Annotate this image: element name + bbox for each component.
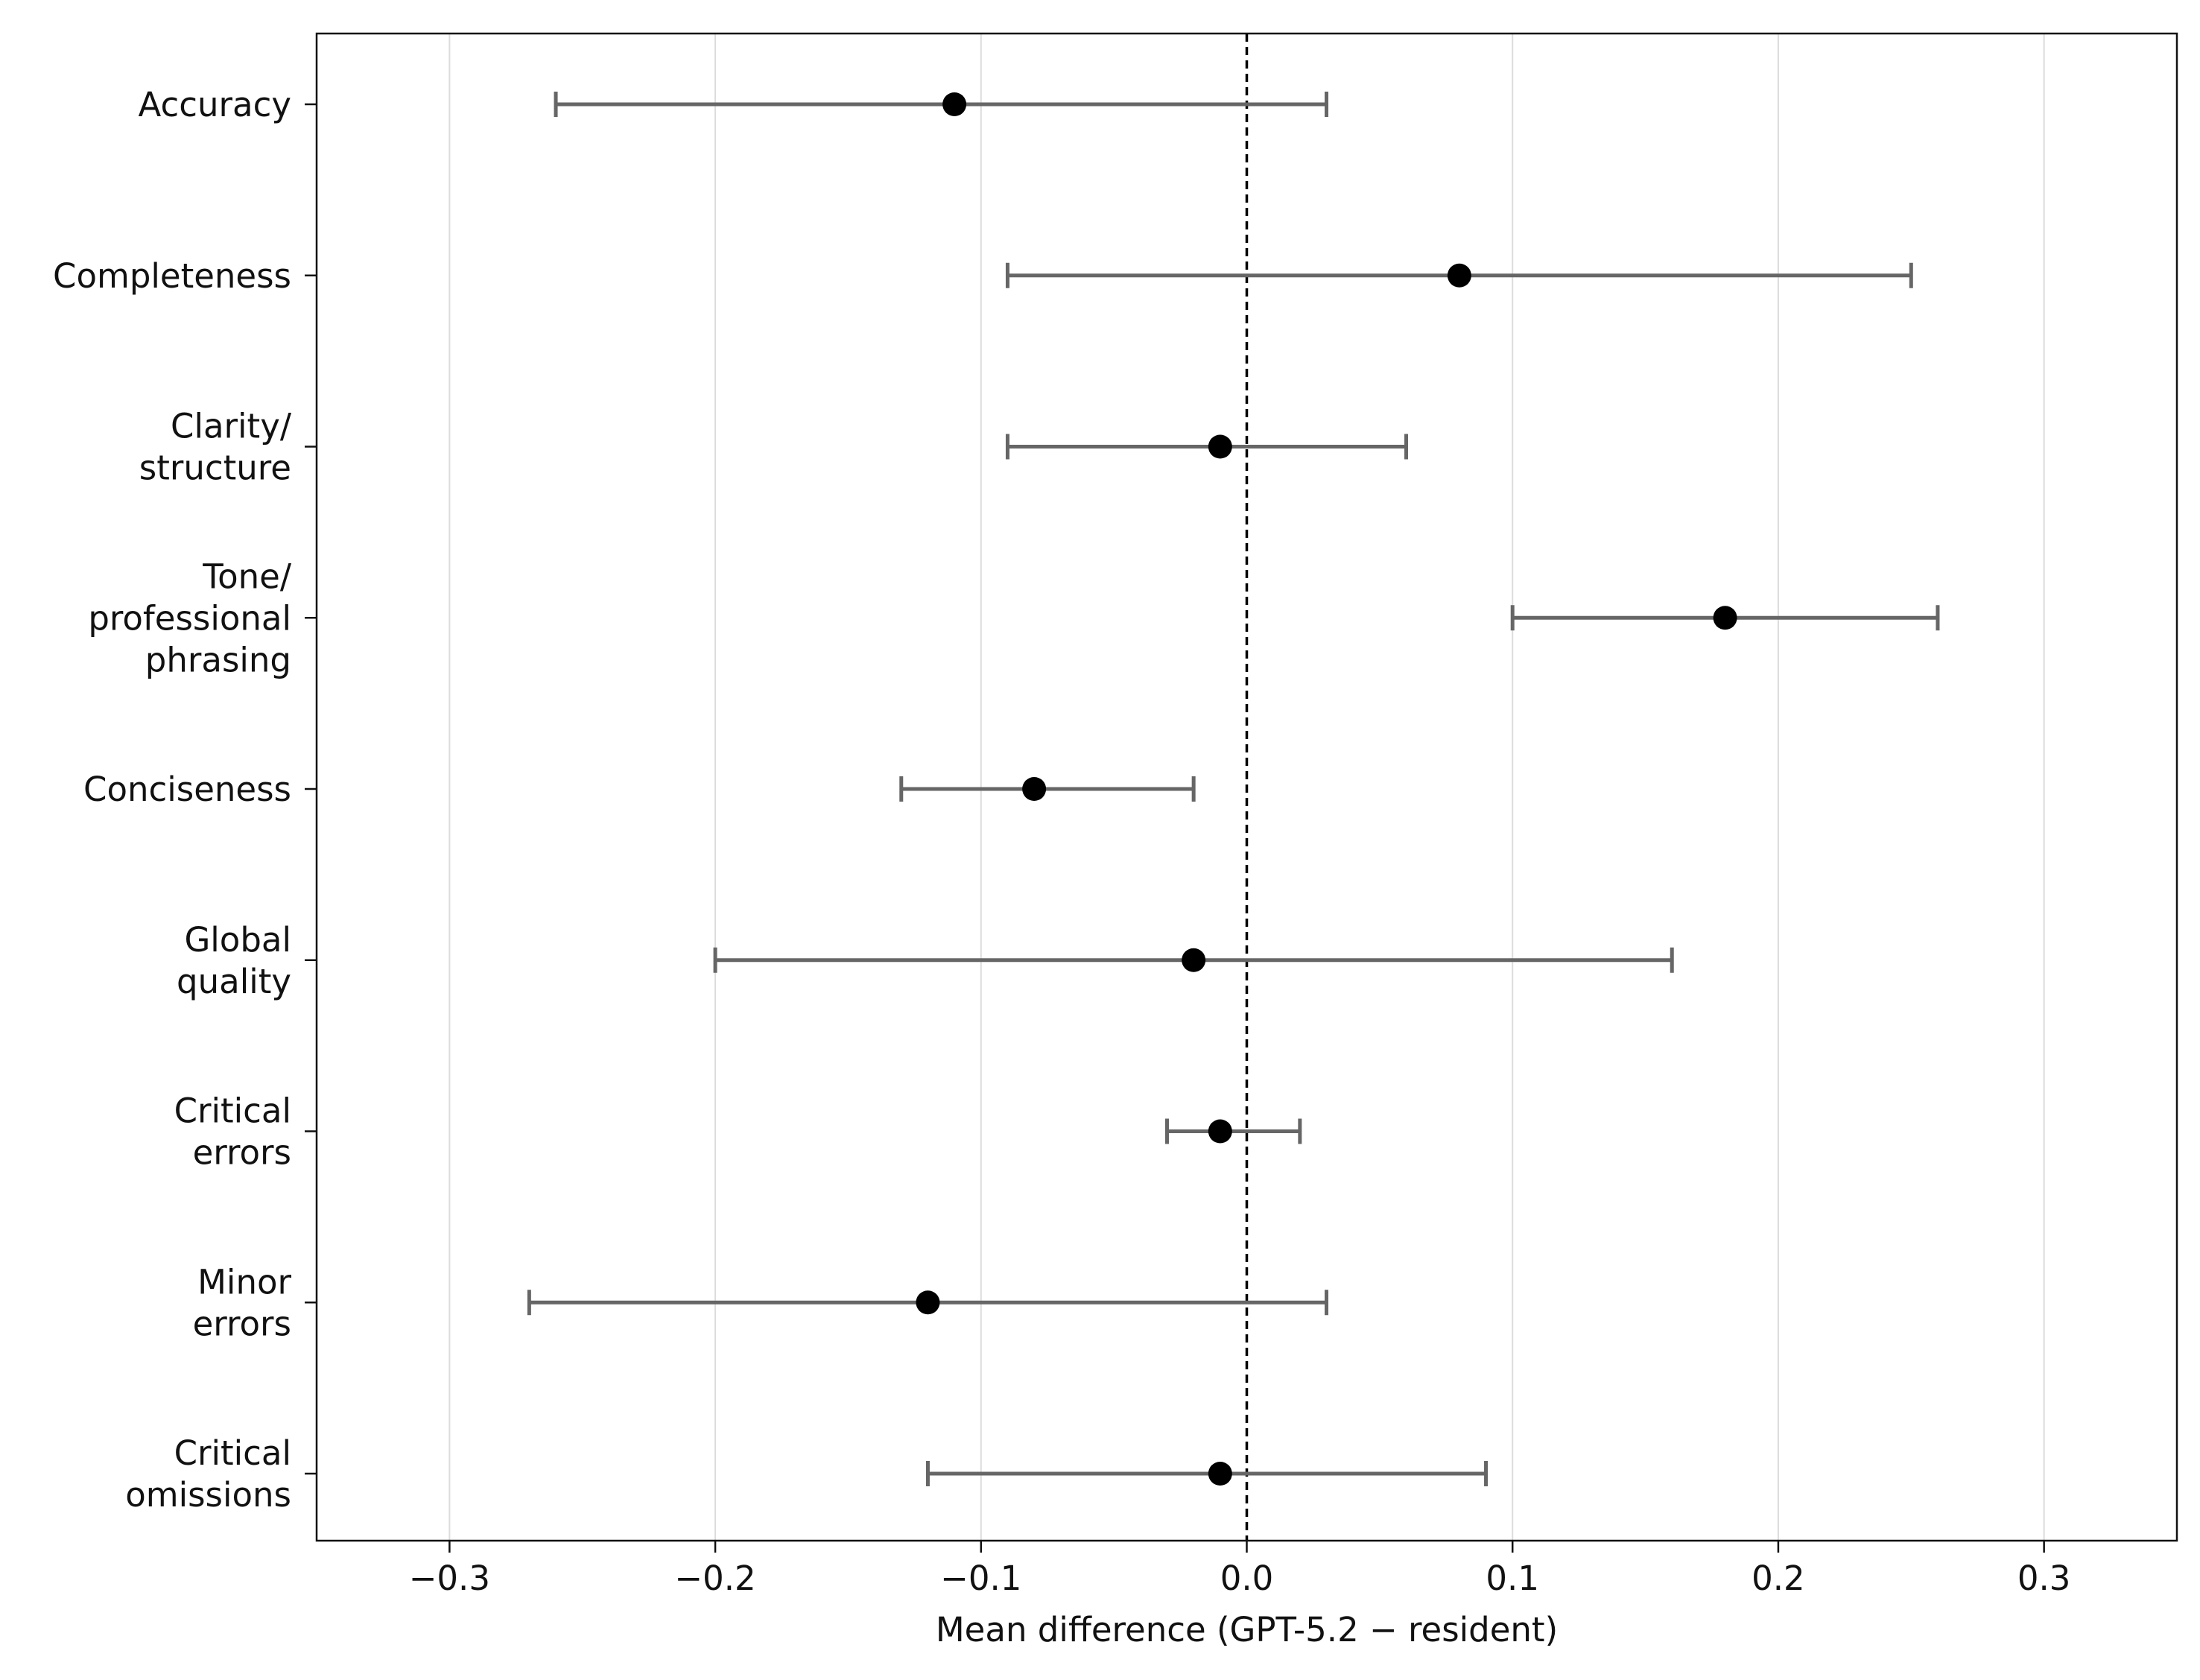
y-tick-label-line: Completeness xyxy=(53,256,291,296)
y-tick-label-line: omissions xyxy=(125,1475,291,1515)
y-tick-label-line: Clarity/ xyxy=(171,407,292,446)
y-tick-label-line: errors xyxy=(193,1133,291,1173)
y-tick-label-line: Tone/ xyxy=(202,557,292,596)
y-tick-label: Minor errors xyxy=(193,1262,292,1343)
y-tick-label: Conciseness xyxy=(83,770,291,809)
mean-points xyxy=(916,92,1737,1486)
mean-point xyxy=(1182,948,1206,972)
mean-point xyxy=(1208,434,1232,459)
x-axis-ticks: −0.3 −0.2 −0.1 0.0 0.1 0.2 0.3 xyxy=(409,1541,2071,1598)
y-tick-label-line: Accuracy xyxy=(139,85,291,124)
y-tick-label: Accuracy xyxy=(139,85,291,124)
mean-point xyxy=(916,1290,940,1315)
y-tick-label-line: phrasing xyxy=(145,640,291,679)
y-tick-label-line: Critical xyxy=(174,1091,291,1131)
mean-point xyxy=(1447,263,1471,288)
x-tick-label: 0.2 xyxy=(1752,1559,1805,1598)
x-tick-label: 0.1 xyxy=(1486,1559,1539,1598)
y-tick-label-line: Minor xyxy=(197,1262,291,1302)
mean-point xyxy=(1022,777,1047,801)
y-tick-label-line: Critical xyxy=(174,1433,291,1473)
y-tick-label: Tone/professional phrasing xyxy=(88,557,292,679)
y-tick-label-line: Conciseness xyxy=(83,770,291,809)
mean-point xyxy=(1208,1119,1232,1144)
y-tick-label: Critical omissions xyxy=(125,1433,291,1515)
x-tick-label: 0.0 xyxy=(1220,1559,1274,1598)
mean-point xyxy=(1208,1462,1232,1486)
y-tick-label-line: quality xyxy=(177,962,291,1001)
y-tick-label-line: Global xyxy=(184,920,291,960)
x-tick-label: 0.3 xyxy=(2017,1559,2071,1598)
mean-point xyxy=(1713,606,1737,630)
y-tick-label-line: structure xyxy=(139,448,291,488)
x-tick-label: −0.2 xyxy=(674,1559,755,1598)
y-tick-label: Completeness xyxy=(53,256,291,296)
x-tick-label: −0.3 xyxy=(409,1559,490,1598)
y-tick-label: Clarity/structure xyxy=(139,407,292,488)
y-tick-label-line: errors xyxy=(193,1304,291,1343)
x-tick-label: −0.1 xyxy=(940,1559,1021,1598)
confidence-intervals xyxy=(527,92,1940,1486)
y-tick-label: Global quality xyxy=(177,920,291,1001)
y-tick-label-line: professional xyxy=(88,598,291,638)
mean-point xyxy=(942,92,967,116)
y-axis-ticks: Accuracy Completeness Clarity/structure Ton… xyxy=(53,85,317,1515)
x-axis-label: Mean difference (GPT-5.2 − resident) xyxy=(936,1610,1558,1649)
y-tick-label: Critical errors xyxy=(174,1091,291,1173)
